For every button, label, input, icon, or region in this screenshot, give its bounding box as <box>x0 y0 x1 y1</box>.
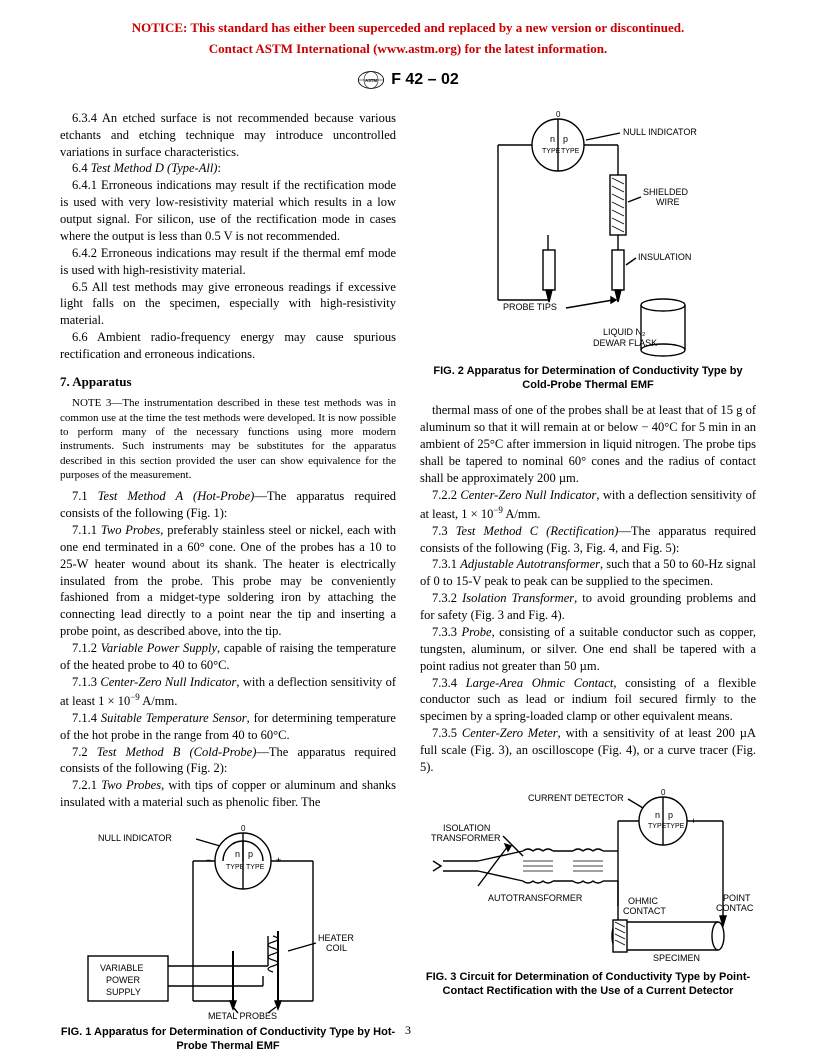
svg-text:PROBE TIPS: PROBE TIPS <box>503 302 557 312</box>
p-6-6: 6.6 Ambient radio-frequency energy may c… <box>60 329 396 363</box>
p-6-4-2: 6.4.2 Erroneous indications may result i… <box>60 245 396 279</box>
svg-text:CONTACT: CONTACT <box>716 903 753 913</box>
svg-text:n: n <box>655 810 660 820</box>
fig1-metal-probes-label: METAL PROBES <box>208 1011 277 1021</box>
p-7-3-4: 7.3.4 Large-Area Ohmic Contact, consisti… <box>420 675 756 726</box>
header: ASTM F 42 – 02 <box>60 70 756 90</box>
right-column: n p TYPE TYPE 0 NULL INDICATOR <box>420 110 756 1054</box>
svg-text:0: 0 <box>556 110 561 119</box>
p-7-1-1: 7.1.1 Two Probes, preferably stainless s… <box>60 522 396 640</box>
p-7-3: 7.3 Test Method C (Rectification)—The ap… <box>420 523 756 557</box>
figure-3-svg: n p TYPE TYPE − + 0 CURRENT DETECTOR <box>423 786 753 966</box>
svg-text:TYPE: TYPE <box>648 823 667 830</box>
p-6-4-1: 6.4.1 Erroneous indications may result i… <box>60 177 396 245</box>
svg-text:TRANSFORMER: TRANSFORMER <box>431 833 501 843</box>
p-7-1: 7.1 Test Method A (Hot-Probe)—The appara… <box>60 488 396 522</box>
fig1-null-indicator-label: NULL INDICATOR <box>98 833 172 843</box>
figure-1: n p TYPE TYPE 0 − + NULL INDICATOR <box>60 821 396 1054</box>
p-7-1-2: 7.1.2 Variable Power Supply, capable of … <box>60 640 396 674</box>
svg-text:TYPE: TYPE <box>666 823 685 830</box>
svg-text:POWER: POWER <box>106 975 141 985</box>
svg-text:TYPE: TYPE <box>226 864 245 871</box>
page: NOTICE: This standard has either been su… <box>0 0 816 1056</box>
p-7-2-1-cont: thermal mass of one of the probes shall … <box>420 402 756 486</box>
p-7-2-1: 7.2.1 Two Probes, with tips of copper or… <box>60 777 396 811</box>
svg-text:n: n <box>550 134 555 144</box>
svg-text:p: p <box>563 134 568 144</box>
svg-text:TYPE: TYPE <box>246 864 265 871</box>
svg-text:n: n <box>235 849 240 859</box>
p-7-3-5: 7.3.5 Center-Zero Meter, with a sensitiv… <box>420 725 756 776</box>
svg-text:0: 0 <box>241 824 246 833</box>
p-6-5: 6.5 All test methods may give erroneous … <box>60 279 396 330</box>
svg-text:WIRE: WIRE <box>656 197 680 207</box>
svg-text:POINT: POINT <box>723 893 751 903</box>
svg-text:NULL INDICATOR: NULL INDICATOR <box>623 127 697 137</box>
svg-text:SHIELDED: SHIELDED <box>643 187 689 197</box>
fig1-heater-label: HEATER <box>318 933 354 943</box>
p-6-3-4: 6.3.4 An etched surface is not recommend… <box>60 110 396 161</box>
figure-3: n p TYPE TYPE − + 0 CURRENT DETECTOR <box>420 786 756 999</box>
svg-text:INSULATION: INSULATION <box>638 252 691 262</box>
svg-text:DEWAR FLASK: DEWAR FLASK <box>593 338 657 348</box>
svg-text:AUTOTRANSFORMER: AUTOTRANSFORMER <box>488 893 583 903</box>
figure-3-caption: FIG. 3 Circuit for Determination of Cond… <box>420 970 756 999</box>
svg-text:CURRENT DETECTOR: CURRENT DETECTOR <box>528 793 624 803</box>
section-7-title: 7. Apparatus <box>60 373 396 391</box>
svg-text:CONTACT: CONTACT <box>623 906 666 916</box>
page-number: 3 <box>0 1023 816 1038</box>
p-7-1-4: 7.1.4 Suitable Temperature Sensor, for d… <box>60 710 396 744</box>
svg-text:TYPE: TYPE <box>542 148 561 155</box>
figure-2-svg: n p TYPE TYPE 0 NULL INDICATOR <box>448 110 728 360</box>
note-3: NNOTE 3—The instrumentation described in… <box>60 396 396 482</box>
svg-text:OHMIC: OHMIC <box>628 896 658 906</box>
svg-text:TYPE: TYPE <box>561 148 580 155</box>
designation: F 42 – 02 <box>391 71 459 89</box>
svg-text:LIQUID N₂: LIQUID N₂ <box>603 327 646 337</box>
svg-text:−: − <box>206 855 211 865</box>
svg-text:ASTM: ASTM <box>365 78 377 83</box>
svg-text:SUPPLY: SUPPLY <box>106 987 141 997</box>
left-column: 6.3.4 An etched surface is not recommend… <box>60 110 396 1054</box>
figure-2: n p TYPE TYPE 0 NULL INDICATOR <box>420 110 756 393</box>
svg-text:SPECIMEN: SPECIMEN <box>653 953 700 963</box>
svg-text:0: 0 <box>661 788 666 797</box>
p-7-3-1: 7.3.1 Adjustable Autotransformer, such t… <box>420 556 756 590</box>
figure-1-svg: n p TYPE TYPE 0 − + NULL INDICATOR <box>68 821 388 1021</box>
svg-text:VARIABLE: VARIABLE <box>100 963 143 973</box>
svg-text:+: + <box>276 855 281 865</box>
notice-line-2: Contact ASTM International (www.astm.org… <box>60 41 756 58</box>
notice-line-1: NOTICE: This standard has either been su… <box>60 20 756 37</box>
svg-text:ISOLATION: ISOLATION <box>443 823 490 833</box>
columns: 6.3.4 An etched surface is not recommend… <box>60 110 756 1054</box>
astm-logo-icon: ASTM <box>357 70 385 90</box>
p-7-1-3: 7.1.3 Center-Zero Null Indicator, with a… <box>60 674 396 710</box>
p-7-2: 7.2 Test Method B (Cold-Probe)—The appar… <box>60 744 396 778</box>
svg-text:p: p <box>248 849 253 859</box>
p-6-4: 6.4 Test Method D (Type-All): <box>60 160 396 177</box>
p-7-3-3: 7.3.3 Probe, consisting of a suitable co… <box>420 624 756 675</box>
p-7-2-2: 7.2.2 Center-Zero Null Indicator, with a… <box>420 487 756 523</box>
figure-2-caption: FIG. 2 Apparatus for Determination of Co… <box>420 364 756 393</box>
svg-text:p: p <box>668 810 673 820</box>
svg-text:COIL: COIL <box>326 943 347 953</box>
p-7-3-2: 7.3.2 Isolation Transformer, to avoid gr… <box>420 590 756 624</box>
